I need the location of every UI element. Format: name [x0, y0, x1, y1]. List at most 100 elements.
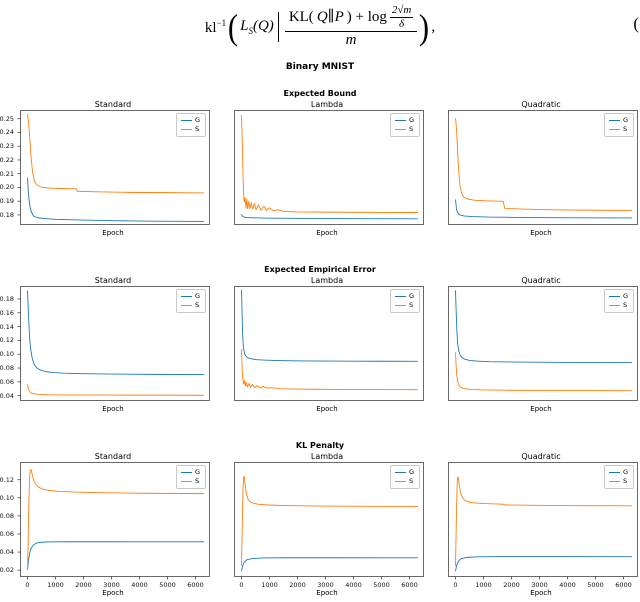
row-expected-bound: Expected Bound Standard Epoch 0.18 0.19 0.… [0, 88, 640, 238]
axes-frame [234, 286, 424, 401]
legend-entry-S: S [608, 125, 628, 134]
x-tick-label: 3000 [103, 581, 120, 589]
legend-line-swatch [608, 305, 620, 306]
series-S-line [241, 476, 418, 566]
axes-frame [448, 462, 638, 577]
x-axis-label: Epoch [102, 405, 124, 413]
plot-canvas [448, 286, 638, 401]
legend-line-swatch [608, 296, 620, 297]
subplot-title: Lambda [310, 452, 344, 461]
series-G-line [241, 557, 418, 572]
subplot-title: Standard [94, 276, 132, 285]
x-axis-label: Epoch [530, 405, 552, 413]
x-tick-label: 1000 [261, 581, 278, 589]
equation: kl−1 ( LS(Q) KL(Q∥P) + log 2√m δ m ) , [0, 2, 640, 52]
x-axis-label: Epoch [316, 589, 338, 597]
plot-canvas [17, 286, 210, 401]
legend-label: S [408, 125, 414, 133]
legend-entry-S: S [180, 301, 200, 310]
legend-entry-G: G [394, 116, 414, 125]
legend-line-swatch [608, 120, 620, 121]
x-tick-label: 6000 [187, 581, 204, 589]
y-tick-label: 0.21 [0, 169, 14, 178]
x-tick-label: 3000 [531, 581, 548, 589]
legend-line-swatch [394, 472, 406, 473]
legend-label: G [194, 468, 200, 476]
y-tick-label: 0.18 [0, 294, 14, 303]
series-S-line [241, 348, 418, 391]
legend-label: S [194, 125, 200, 133]
x-axis-label: Epoch [530, 229, 552, 237]
plot-canvas [448, 462, 638, 580]
y-tick-label: 0.06 [0, 377, 14, 386]
x-tick-label: 0 [239, 581, 244, 589]
x-axis-label: Epoch [102, 589, 124, 597]
legend-label: G [194, 292, 200, 300]
series-G-line [455, 556, 632, 572]
series-S-line [241, 115, 418, 213]
legend-entry-G: G [608, 292, 628, 301]
y-tick-label: 0.16 [0, 308, 14, 317]
conditional-bar [277, 12, 279, 42]
legend-label: G [622, 468, 628, 476]
plot-canvas [234, 110, 424, 225]
legend-line-swatch [394, 481, 406, 482]
series-S-line [27, 113, 204, 194]
axes-frame [20, 462, 210, 577]
legend-line-swatch [608, 472, 620, 473]
x-tick-label: 5000 [373, 581, 390, 589]
x-tick-label: 1000 [47, 581, 64, 589]
x-tick-label: 1000 [475, 581, 492, 589]
legend-line-swatch [394, 296, 406, 297]
legend-line-swatch [180, 129, 192, 130]
row-title: Expected Bound [283, 89, 357, 98]
x-tick-label: 0 [25, 581, 30, 589]
series-G-line [27, 177, 204, 222]
x-axis-label: Epoch [102, 229, 124, 237]
subplot-title: Standard [94, 100, 132, 109]
legend-line-swatch [180, 120, 192, 121]
axes-frame [234, 462, 424, 577]
x-axis-label: Epoch [316, 229, 338, 237]
legend-entry-S: S [394, 477, 414, 486]
legend-label: G [408, 292, 414, 300]
subplot-title: Standard [94, 452, 132, 461]
axes-frame [448, 110, 638, 225]
subplot-title: Quadratic [521, 452, 561, 461]
legend-entry-S: S [608, 477, 628, 486]
y-tick-label: 0.23 [0, 142, 14, 151]
legend-line-swatch [394, 120, 406, 121]
x-tick-label: 6000 [401, 581, 418, 589]
subplot-title: Lambda [310, 100, 344, 109]
y-tick-label: 0.25 [0, 114, 14, 123]
plot-canvas [234, 462, 424, 580]
inner-denominator: δ [399, 18, 405, 31]
legend-label: S [408, 477, 414, 485]
axes-frame [234, 110, 424, 225]
subplot-title: Lambda [310, 276, 344, 285]
legend-entry-S: S [608, 301, 628, 310]
y-tick-label: 0.19 [0, 197, 14, 206]
y-tick-label: 0.08 [0, 364, 14, 373]
x-tick-label: 2000 [503, 581, 520, 589]
legend-label: G [408, 116, 414, 124]
legend-label: G [622, 292, 628, 300]
subplot-title: Quadratic [521, 100, 561, 109]
close-paren: ) [419, 7, 430, 47]
bound-fraction: KL(Q∥P) + log 2√m δ m [284, 5, 418, 49]
x-axis-label: Epoch [316, 405, 338, 413]
plot-canvas [17, 462, 210, 580]
legend-entry-G: G [180, 116, 200, 125]
legend-entry-S: S [394, 301, 414, 310]
x-tick-label: 6000 [615, 581, 632, 589]
legend-label: S [408, 301, 414, 309]
